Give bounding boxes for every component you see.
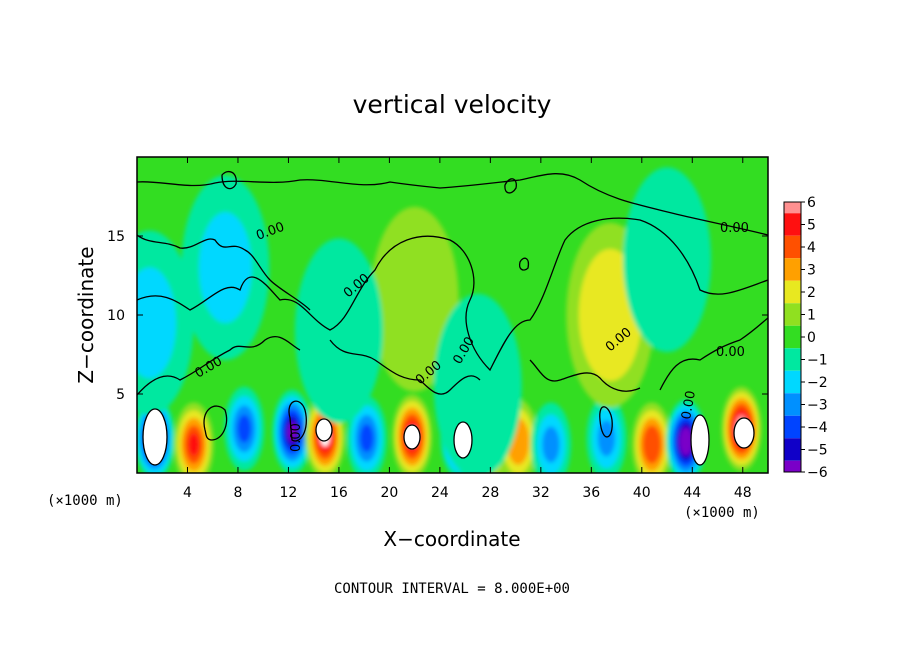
colorbar-tick-label: 4 (807, 240, 816, 256)
x-tick-label: 12 (280, 485, 298, 501)
feature-ring (646, 433, 658, 457)
colorbar-bin (784, 382, 801, 394)
colorbar-tick-label: 1 (807, 308, 816, 324)
colorbar-bin (784, 269, 801, 281)
x-axis-label: X−coordinate (383, 527, 520, 551)
colorbar-bin (784, 314, 801, 326)
zero-contour-lines (137, 170, 768, 442)
colorbar: 6 5 4 3 2 1 0 −1 −2 −3 −4 −5 −6 (783, 195, 828, 481)
colorbar-bin (784, 404, 801, 416)
colorbar-tick-label: 2 (807, 285, 816, 301)
colorbar-bin (784, 224, 801, 236)
x-tick-label: 8 (233, 485, 242, 501)
colorbar-tick-label: 0 (807, 330, 816, 346)
colorbar-bin (784, 213, 801, 225)
feature-ring (433, 293, 522, 473)
colorbar-tick-label: 3 (807, 263, 816, 279)
y-tick-label: 5 (116, 387, 125, 403)
colorbar-bin (784, 438, 801, 450)
colorbar-bin (784, 393, 801, 405)
feature-ring (287, 422, 297, 442)
feature-17 (294, 238, 383, 424)
svg-text:0.00: 0.00 (716, 345, 745, 360)
colorbar-bin (784, 348, 801, 360)
colorbar-tick-label: 6 (807, 195, 816, 211)
colorbar-bin (784, 449, 801, 461)
colorbar-tick-label: −4 (807, 420, 828, 436)
x-tick-label: 16 (330, 485, 348, 501)
feature-ring (597, 420, 616, 457)
feature-ring (370, 206, 459, 392)
feature-11 (586, 396, 627, 473)
feature-2 (224, 386, 265, 471)
feature-ring (681, 433, 690, 450)
x-tick-label: 32 (532, 485, 550, 501)
colorbar-bin (784, 325, 801, 337)
feature-16 (370, 206, 459, 392)
strong-core-contours (142, 408, 755, 466)
feature-ring (137, 267, 177, 379)
x-tick-label: 24 (431, 485, 449, 501)
feature-3 (272, 389, 313, 473)
feature-ring (542, 426, 560, 463)
x-unit-right: (×1000 m) (684, 505, 760, 521)
x-tick-label: 40 (633, 485, 651, 501)
feature-ring (591, 275, 630, 355)
feature-5 (346, 396, 387, 473)
colorbar-bin (784, 235, 801, 247)
colorbar-bin (784, 247, 801, 259)
x-tick-label: 36 (582, 485, 600, 501)
feature-ring (294, 238, 383, 424)
feature-18 (137, 230, 194, 416)
x-unit-left: (×1000 m) (47, 493, 123, 509)
svg-text:0.00: 0.00 (289, 423, 304, 452)
feature-12 (631, 402, 672, 473)
colorbar-bin (784, 427, 801, 439)
y-tick-label: 15 (107, 229, 125, 245)
colorbar-bin (784, 292, 801, 304)
feature-ring (198, 212, 252, 324)
feature-ring (188, 433, 200, 457)
feature-ring (237, 414, 251, 443)
chart-title: vertical velocity (353, 90, 552, 119)
colorbar-tick-label: −2 (807, 375, 828, 391)
y-axis-label: Z−coordinate (74, 246, 98, 383)
contour-interval-note: CONTOUR INTERVAL = 8.000E+00 (334, 581, 570, 597)
colorbar-bin (784, 280, 801, 292)
feature-1 (173, 402, 214, 473)
feature-21 (623, 167, 712, 353)
feature-ring (360, 424, 374, 453)
x-tick-label: 44 (683, 485, 701, 501)
colorbar-tick-label: −3 (807, 398, 828, 414)
colorbar-bin (784, 202, 801, 214)
x-tick-label: 20 (380, 485, 398, 501)
colorbar-bin (784, 258, 801, 270)
feature-10 (530, 402, 571, 473)
colorbar-tick-label: −5 (807, 443, 828, 459)
y-axis: 5 10 15 (107, 229, 768, 403)
svg-text:0.00: 0.00 (720, 221, 749, 236)
feature-ring (623, 167, 712, 353)
colorbar-bin (784, 370, 801, 382)
colorbar-bin (784, 303, 801, 315)
colorbar-bin (784, 415, 801, 427)
x-tick-label: 48 (734, 485, 752, 501)
x-axis: 4 8 12 16 20 24 28 32 36 40 44 48 (183, 157, 752, 501)
feature-19 (181, 175, 270, 360)
x-tick-label: 4 (183, 485, 192, 501)
x-tick-label: 28 (481, 485, 499, 501)
colorbar-bin (784, 359, 801, 371)
colorbar-bin (784, 460, 801, 472)
y-tick-label: 10 (107, 308, 125, 324)
colorbar-bin (784, 337, 801, 349)
feature-20 (433, 293, 522, 473)
colorbar-tick-label: −1 (807, 353, 828, 369)
colorbar-tick-label: 5 (807, 218, 816, 234)
colorbar-tick-label: −6 (807, 465, 828, 481)
svg-text:0.00: 0.00 (679, 390, 699, 421)
